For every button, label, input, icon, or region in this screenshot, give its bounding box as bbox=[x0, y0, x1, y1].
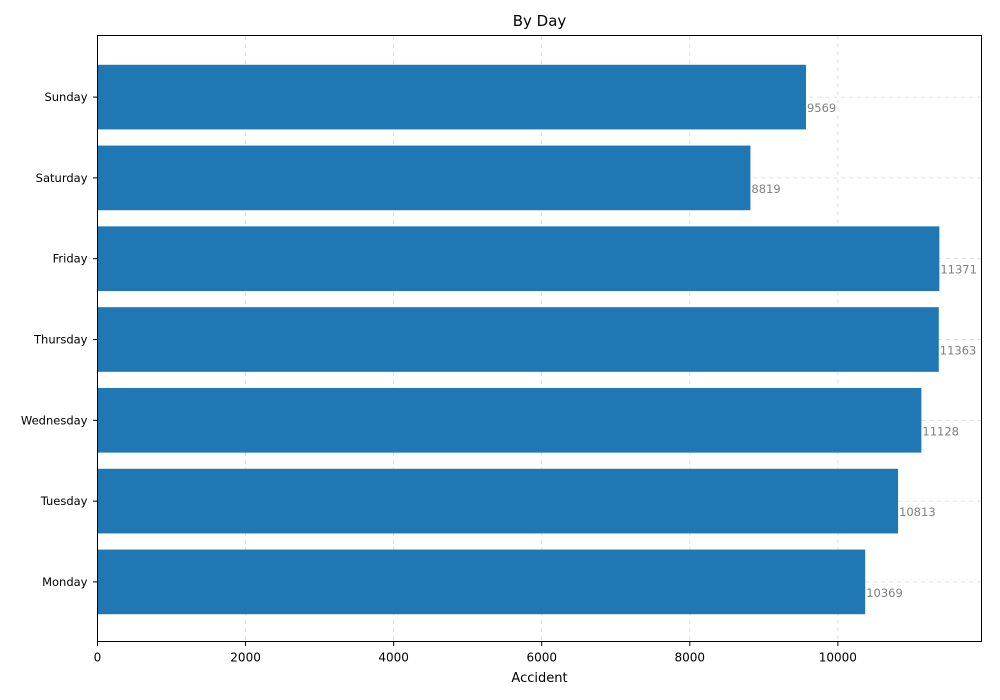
y-tick-label: Monday bbox=[42, 575, 88, 589]
x-tick-label: 10000 bbox=[819, 651, 857, 665]
x-tick-label: 8000 bbox=[675, 651, 706, 665]
x-tick-label: 6000 bbox=[526, 651, 557, 665]
y-tick-label: Tuesday bbox=[40, 494, 88, 508]
value-label: 11128 bbox=[922, 424, 959, 438]
value-label: 8819 bbox=[751, 182, 780, 196]
x-tick-label: 4000 bbox=[378, 651, 409, 665]
chart-title: By Day bbox=[513, 12, 567, 30]
bar-thursday bbox=[97, 307, 939, 372]
y-tick-label: Saturday bbox=[36, 171, 88, 185]
x-axis-label: Accident bbox=[511, 671, 567, 686]
bar-monday bbox=[97, 549, 866, 615]
y-tick-label: Wednesday bbox=[21, 413, 88, 427]
value-label: 10813 bbox=[899, 505, 936, 519]
y-tick-label: Sunday bbox=[44, 90, 87, 104]
bar-wednesday bbox=[97, 387, 922, 453]
y-axis: Monday Tuesday Wednesday Thursday Friday Satu… bbox=[21, 90, 98, 589]
bar-sunday bbox=[97, 64, 806, 130]
y-tick-label: Thursday bbox=[33, 333, 88, 347]
value-label: 9569 bbox=[807, 101, 836, 115]
bar-saturday bbox=[97, 145, 751, 211]
bar-friday bbox=[97, 226, 940, 292]
value-labels: 10369 10813 11128 11363 11371 8819 9569 bbox=[751, 101, 977, 600]
x-tick-label: 2000 bbox=[230, 651, 261, 665]
value-label: 11363 bbox=[940, 344, 977, 358]
bar-tuesday bbox=[97, 468, 899, 534]
bars bbox=[97, 64, 940, 615]
plot-frame bbox=[97, 35, 982, 642]
value-label: 11371 bbox=[940, 263, 977, 277]
x-axis: 0 2000 4000 6000 8000 10000 bbox=[94, 641, 857, 665]
y-tick-label: Friday bbox=[53, 252, 88, 266]
x-tick-label: 0 bbox=[94, 651, 102, 665]
value-label: 10369 bbox=[866, 586, 903, 600]
